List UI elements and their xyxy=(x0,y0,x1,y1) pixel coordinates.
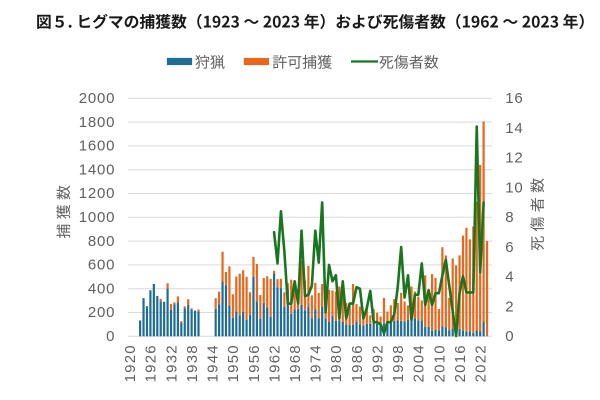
svg-text:1000: 1000 xyxy=(79,209,116,226)
svg-text:12: 12 xyxy=(505,150,523,167)
svg-text:1400: 1400 xyxy=(79,161,116,178)
svg-text:1800: 1800 xyxy=(79,114,116,131)
svg-text:1920: 1920 xyxy=(122,344,139,382)
svg-text:1200: 1200 xyxy=(79,185,116,202)
svg-text:14: 14 xyxy=(505,120,523,137)
svg-text:2: 2 xyxy=(505,298,514,315)
svg-text:1950: 1950 xyxy=(225,344,242,382)
svg-text:2010: 2010 xyxy=(431,344,448,382)
svg-text:1986: 1986 xyxy=(349,344,366,382)
svg-text:6: 6 xyxy=(505,239,514,256)
svg-text:2022: 2022 xyxy=(472,344,489,382)
svg-text:800: 800 xyxy=(88,233,115,250)
svg-text:1938: 1938 xyxy=(184,344,201,382)
svg-text:10: 10 xyxy=(505,179,523,196)
svg-text:1926: 1926 xyxy=(143,344,160,382)
svg-text:1932: 1932 xyxy=(163,344,180,382)
svg-text:0: 0 xyxy=(106,328,115,345)
svg-text:2004: 2004 xyxy=(411,344,428,382)
svg-text:200: 200 xyxy=(88,304,115,321)
svg-text:1962: 1962 xyxy=(266,344,283,382)
svg-text:2016: 2016 xyxy=(452,344,469,382)
svg-text:8: 8 xyxy=(505,209,514,226)
svg-text:1944: 1944 xyxy=(205,344,222,382)
svg-text:4: 4 xyxy=(505,269,514,286)
svg-text:1998: 1998 xyxy=(390,344,407,382)
svg-text:1992: 1992 xyxy=(369,344,386,382)
svg-text:400: 400 xyxy=(88,280,115,297)
svg-text:1600: 1600 xyxy=(79,138,116,155)
svg-text:1974: 1974 xyxy=(308,344,325,382)
svg-text:1956: 1956 xyxy=(246,344,263,382)
svg-text:1980: 1980 xyxy=(328,344,345,382)
svg-text:600: 600 xyxy=(88,257,115,274)
svg-text:0: 0 xyxy=(505,328,514,345)
svg-text:16: 16 xyxy=(505,90,523,107)
svg-text:2000: 2000 xyxy=(79,90,116,107)
svg-text:1968: 1968 xyxy=(287,344,304,382)
